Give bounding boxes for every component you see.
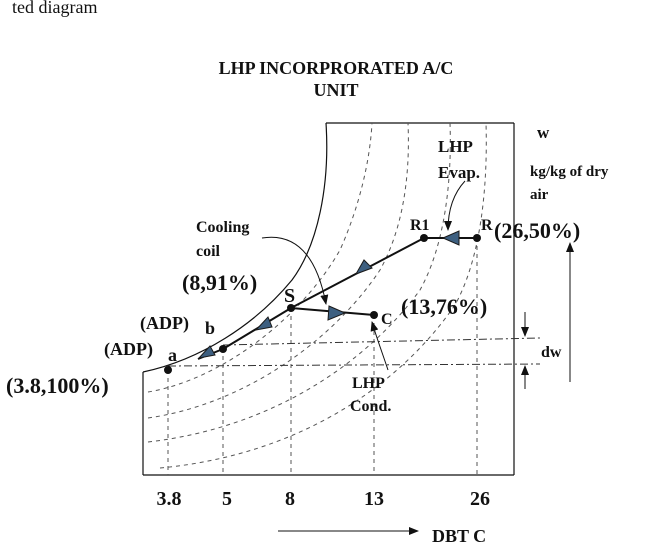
w-units-line1: kg/kg of dry bbox=[530, 164, 609, 180]
cooling-coil-label-line2: coil bbox=[196, 243, 221, 260]
point-b-adp: (ADP) bbox=[140, 313, 189, 334]
point-b bbox=[219, 345, 227, 353]
lhp-evap-label-line1: LHP bbox=[438, 137, 473, 156]
point-a-state: (3.8,100%) bbox=[6, 373, 109, 398]
lhp-evap-label-line2: Evap. bbox=[438, 163, 480, 182]
x-tick-3-8: 3.8 bbox=[157, 488, 182, 510]
w-label: w bbox=[537, 123, 550, 142]
dbt-axis-label: DBT C bbox=[432, 526, 486, 546]
point-r1 bbox=[420, 234, 428, 242]
lhp-cond-label-line2: Cond. bbox=[350, 398, 391, 415]
point-r-label: R bbox=[481, 217, 493, 234]
point-a-label: a bbox=[168, 345, 177, 365]
rh-curve-2 bbox=[147, 122, 409, 419]
chart-title-line1: LHP INCORPRORATED A/C bbox=[219, 58, 454, 78]
evap-pointer bbox=[444, 180, 466, 231]
caption-fragment: ted diagram bbox=[12, 0, 97, 17]
rh-curve-4 bbox=[159, 122, 487, 469]
point-s-label: S bbox=[284, 285, 295, 307]
point-s bbox=[287, 304, 295, 312]
point-r bbox=[473, 234, 481, 242]
chart-title-line2: UNIT bbox=[313, 80, 358, 100]
cooling-coil-pointer bbox=[261, 236, 329, 305]
humidity-line-a bbox=[167, 363, 541, 367]
flow-arrow-r1-to-s bbox=[354, 259, 373, 275]
saturation-curve bbox=[142, 122, 328, 373]
lhp-cond-label-line1: LHP bbox=[352, 375, 385, 392]
point-c-state: (13,76%) bbox=[401, 294, 487, 319]
flow-arrow-s-to-b bbox=[254, 316, 273, 331]
rh-curve-3 bbox=[147, 122, 451, 443]
point-b-label: b bbox=[205, 318, 215, 338]
point-s-state: (8,91%) bbox=[182, 270, 257, 295]
point-a bbox=[164, 366, 172, 374]
point-r1-label: R1 bbox=[410, 217, 430, 234]
cond-pointer bbox=[370, 321, 389, 371]
x-tick-8: 8 bbox=[285, 488, 295, 510]
x-tick-13: 13 bbox=[364, 488, 384, 510]
point-c-label: C bbox=[381, 311, 393, 328]
dw-label: dw bbox=[541, 344, 562, 361]
flow-arrow-b-to-a bbox=[197, 345, 216, 359]
x-tick-5: 5 bbox=[222, 488, 232, 510]
rh-curve-1 bbox=[147, 122, 373, 393]
x-tick-26: 26 bbox=[470, 488, 490, 510]
flow-arrow-s-to-c bbox=[327, 305, 347, 321]
point-r-state: (26,50%) bbox=[494, 218, 580, 243]
w-units-line2: air bbox=[530, 187, 549, 203]
flow-arrow-r-to-r1 bbox=[441, 230, 460, 246]
humidity-line-b bbox=[222, 337, 541, 346]
cooling-coil-label-line1: Cooling bbox=[196, 219, 249, 236]
point-c bbox=[370, 311, 378, 319]
point-a-adp: (ADP) bbox=[104, 339, 153, 360]
